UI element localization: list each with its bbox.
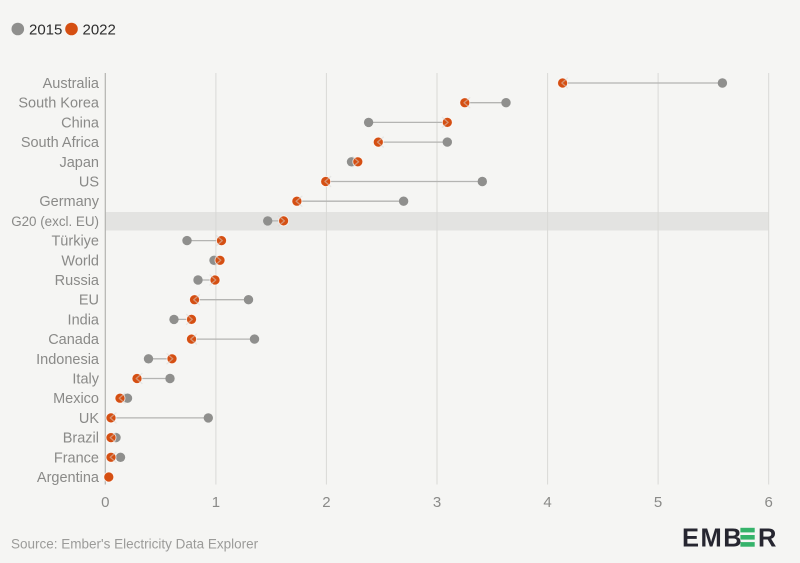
svg-text:6: 6 [765,494,773,511]
svg-text:South Africa: South Africa [21,135,100,151]
svg-text:G20 (excl. EU): G20 (excl. EU) [11,214,99,229]
svg-text:Japan: Japan [59,155,99,171]
svg-text:Mexico: Mexico [53,391,99,407]
svg-text:Source: Ember's Electricity Da: Source: Ember's Electricity Data Explore… [11,537,259,552]
svg-text:UK: UK [79,411,99,427]
svg-text:Russia: Russia [55,273,100,289]
svg-text:Canada: Canada [48,332,100,348]
svg-text:2: 2 [322,494,330,511]
svg-text:Germany: Germany [39,194,99,210]
svg-text:EU: EU [79,293,99,309]
svg-text:India: India [68,312,100,328]
svg-text:1: 1 [212,494,220,511]
svg-text:Brazil: Brazil [63,431,99,447]
svg-text:Australia: Australia [43,76,100,92]
svg-text:5: 5 [654,494,662,511]
svg-text:0: 0 [101,494,109,511]
svg-text:3: 3 [433,494,441,511]
svg-text:Italy: Italy [72,372,99,388]
svg-text:France: France [54,450,99,466]
svg-text:2015: 2015 [29,21,62,38]
svg-text:US: US [79,175,99,191]
svg-text:2022: 2022 [83,21,116,38]
svg-text:Türkiye: Türkiye [51,234,99,250]
svg-text:4: 4 [543,494,551,511]
svg-text:EMB: EMB [682,525,743,553]
svg-text:Indonesia: Indonesia [36,352,100,368]
svg-text:World: World [61,253,99,269]
svg-text:South Korea: South Korea [18,96,100,112]
svg-text:Argentina: Argentina [37,470,100,486]
svg-text:R: R [758,525,776,553]
svg-text:China: China [61,115,100,131]
